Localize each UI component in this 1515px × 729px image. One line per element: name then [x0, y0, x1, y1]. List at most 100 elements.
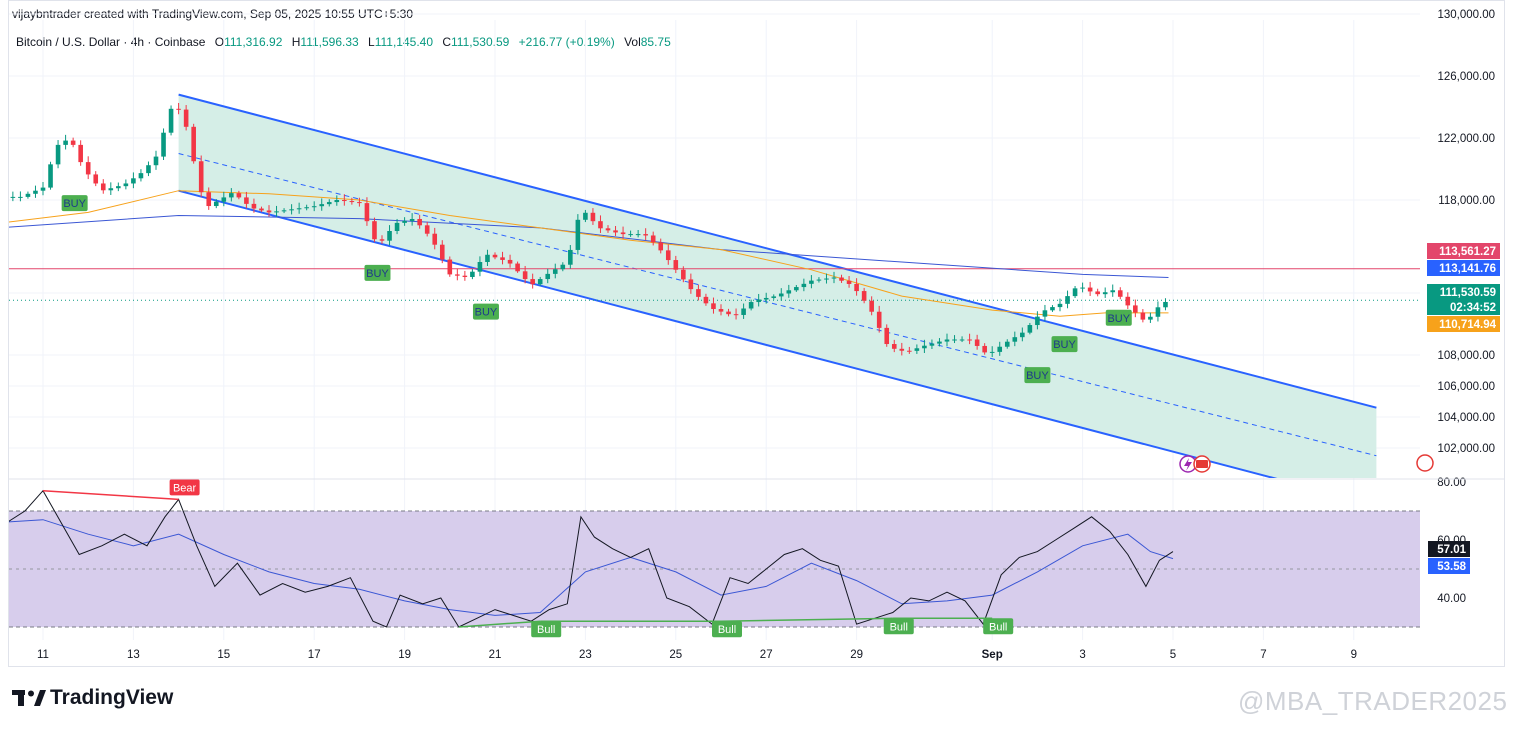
- buy-signal-marker[interactable]: BUY: [1105, 309, 1132, 326]
- candle-body: [1042, 310, 1048, 317]
- candle-body: [146, 165, 151, 174]
- buy-signal-box: [472, 303, 499, 320]
- divergence-bull[interactable]: Bull: [458, 620, 562, 638]
- candle: [319, 198, 325, 211]
- candle: [447, 256, 453, 277]
- candle: [10, 191, 16, 202]
- buy-signal-box: [1051, 336, 1078, 353]
- candle: [824, 273, 829, 284]
- candle: [70, 137, 76, 148]
- candle: [696, 284, 701, 301]
- divergence-line: [42, 489, 179, 501]
- candle-body: [1140, 312, 1146, 320]
- candle: [515, 261, 520, 273]
- candle-body: [1065, 296, 1070, 304]
- divergence-bear[interactable]: Bear: [42, 479, 200, 501]
- divergence-label-box: [883, 618, 914, 635]
- candle: [492, 252, 498, 260]
- candle: [349, 197, 355, 205]
- time-axis[interactable]: 11 13 15 17 19 21 23 25 27 29 Sep 3 5 7 9: [37, 649, 1357, 661]
- channel-lower-line[interactable]: [178, 189, 1377, 505]
- candle: [1050, 305, 1055, 312]
- candle-body: [854, 283, 859, 292]
- price-badge-label: 02:34:52: [1450, 302, 1496, 314]
- candle-body: [116, 186, 121, 189]
- buy-signal-box: [61, 195, 88, 212]
- candle-body: [289, 209, 294, 211]
- candle-body: [831, 277, 837, 279]
- candle: [138, 169, 144, 182]
- candle-body: [929, 343, 935, 346]
- candle: [33, 185, 38, 198]
- candle: [93, 171, 99, 187]
- buy-signal-marker[interactable]: BUY: [364, 264, 391, 281]
- candle-body: [334, 200, 340, 203]
- buy-signal-marker[interactable]: BUY: [1051, 336, 1078, 353]
- symbol-title[interactable]: Bitcoin / U.S. Dollar · 4h · Coinbase: [16, 35, 206, 49]
- candle-body: [620, 232, 626, 235]
- buy-signal-marker[interactable]: BUY: [472, 303, 499, 320]
- candle-body: [304, 207, 309, 209]
- rsi-pane[interactable]: [0, 489, 1420, 628]
- candle: [1148, 312, 1153, 323]
- candle-body: [251, 203, 257, 209]
- brand: TradingView: [12, 686, 173, 710]
- candle: [1042, 304, 1048, 321]
- price-badge-label: 111,530.59: [1440, 287, 1496, 299]
- divergence-bull[interactable]: Bull: [540, 620, 742, 638]
- candle-body: [763, 297, 769, 300]
- candle-body: [907, 350, 912, 352]
- candle: [168, 105, 174, 136]
- buy-signal-marker[interactable]: BUY: [61, 195, 88, 212]
- candle-body: [1020, 332, 1025, 338]
- candle: [379, 235, 385, 244]
- candle-body: [552, 269, 558, 274]
- candle: [85, 156, 91, 180]
- price-axis[interactable]: 130,000.00 126,000.00 122,000.00 118,000.00…: [1427, 9, 1500, 455]
- buy-signal-marker[interactable]: BUY: [1024, 367, 1051, 384]
- candle-body: [198, 161, 204, 193]
- candle: [816, 277, 822, 283]
- candle-body: [462, 275, 468, 277]
- rsi-badge-box: [1428, 541, 1470, 557]
- candle-body: [537, 279, 543, 285]
- channel-upper-line[interactable]: [178, 93, 1377, 409]
- candle: [1020, 327, 1025, 342]
- rsi-badge-label: 57.01: [1437, 544, 1466, 556]
- candle-body: [673, 260, 679, 270]
- rsi-line: [9, 489, 1174, 628]
- candle: [417, 214, 422, 229]
- price-badge-label: 113,141.76: [1439, 263, 1496, 275]
- divergence-bull[interactable]: Bull: [892, 617, 1014, 635]
- candle-body: [658, 242, 664, 251]
- divergence-bull[interactable]: Bull: [720, 617, 914, 635]
- candle-body: [424, 225, 430, 234]
- price-pane[interactable]: [0, 93, 1420, 505]
- candle: [500, 251, 505, 265]
- candle: [703, 293, 709, 306]
- candle: [907, 346, 912, 354]
- candle-body: [10, 196, 16, 198]
- candle: [198, 155, 204, 197]
- us-flag-icon-right[interactable]: [1416, 454, 1434, 472]
- candle-body: [311, 206, 317, 208]
- candle-body: [545, 273, 551, 280]
- divergence-label-box: [983, 618, 1014, 635]
- candle: [982, 343, 987, 355]
- candle: [1027, 322, 1033, 335]
- event-icons[interactable]: [1179, 454, 1434, 473]
- divergence-label-box: [531, 621, 562, 638]
- price-badge: 113,141.76: [1427, 260, 1500, 276]
- candle: [620, 226, 626, 239]
- candle: [861, 287, 867, 304]
- candle-body: [801, 283, 807, 288]
- candle-body: [997, 346, 1003, 352]
- candle-body: [989, 351, 995, 353]
- candle: [424, 221, 430, 237]
- candle-body: [696, 289, 701, 297]
- candle-body: [891, 344, 897, 349]
- candle: [718, 304, 724, 316]
- price-axis-tick: 108,000.00: [1437, 350, 1495, 362]
